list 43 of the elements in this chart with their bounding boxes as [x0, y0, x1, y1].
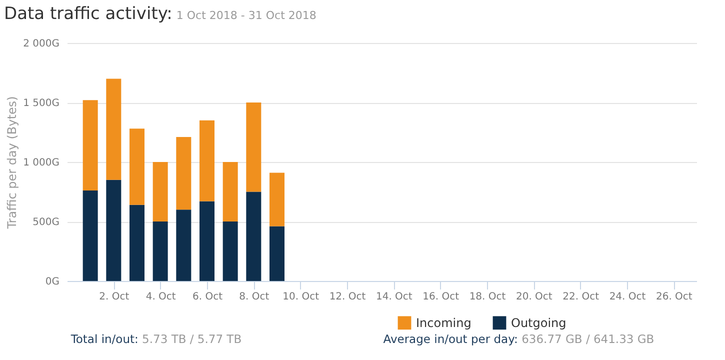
x-tick-label: 20. Oct — [516, 292, 552, 302]
bar — [176, 210, 192, 281]
bar — [270, 172, 284, 226]
legend-label: Incoming — [416, 316, 472, 330]
bar — [130, 128, 144, 205]
legend-label: Outgoing — [511, 316, 566, 330]
bar — [222, 222, 238, 281]
y-tick-label: 1 500G — [23, 98, 60, 109]
bar — [222, 162, 238, 222]
y-tick-label: 0G — [45, 276, 60, 288]
text: Total in/out: 5.73 TB / 5.77 TB — [70, 332, 242, 346]
bar — [152, 222, 168, 281]
bar — [246, 102, 262, 192]
bar — [152, 162, 168, 222]
bar — [176, 137, 192, 210]
bar — [130, 204, 144, 281]
x-tick-label: 22. Oct — [562, 292, 600, 302]
bar — [270, 226, 284, 281]
x-tick-label: 26. Oct — [656, 292, 692, 302]
y-tick-label: 500G — [32, 217, 60, 228]
bar — [106, 180, 122, 281]
bar — [82, 190, 98, 281]
bar — [200, 201, 214, 281]
bar — [82, 100, 98, 191]
x-tick-label: 4. Oct — [146, 292, 176, 302]
x-tick-label: 16. Oct — [422, 292, 460, 302]
x-tick-label: 8. Oct — [239, 292, 270, 302]
bar — [200, 120, 214, 202]
x-tick-label: 24. Oct — [609, 292, 646, 302]
x-tick-label: 12. Oct — [329, 292, 366, 302]
x-tick-label: 18. Oct — [469, 292, 506, 302]
x-tick-label: 14. Oct — [376, 292, 412, 302]
x-tick-label: 10. Oct — [282, 292, 320, 302]
bar — [246, 192, 262, 281]
x-tick-label: 2. Oct — [99, 292, 130, 302]
chart-title: Data traffic activity: — [4, 4, 172, 24]
y-tick-label: 1 000G — [23, 158, 60, 168]
chart-subtitle: 1 Oct 2018 - 31 Oct 2018 — [176, 9, 316, 22]
y-axis-title: Traffic per day (Bytes) — [5, 96, 20, 230]
x-tick-label: 6. Oct — [192, 292, 223, 302]
y-tick-label: 2 000G — [23, 38, 60, 50]
bar — [106, 78, 122, 180]
text: Average in/out per day: 636.77 GB / 641.33 GB — [383, 332, 654, 346]
